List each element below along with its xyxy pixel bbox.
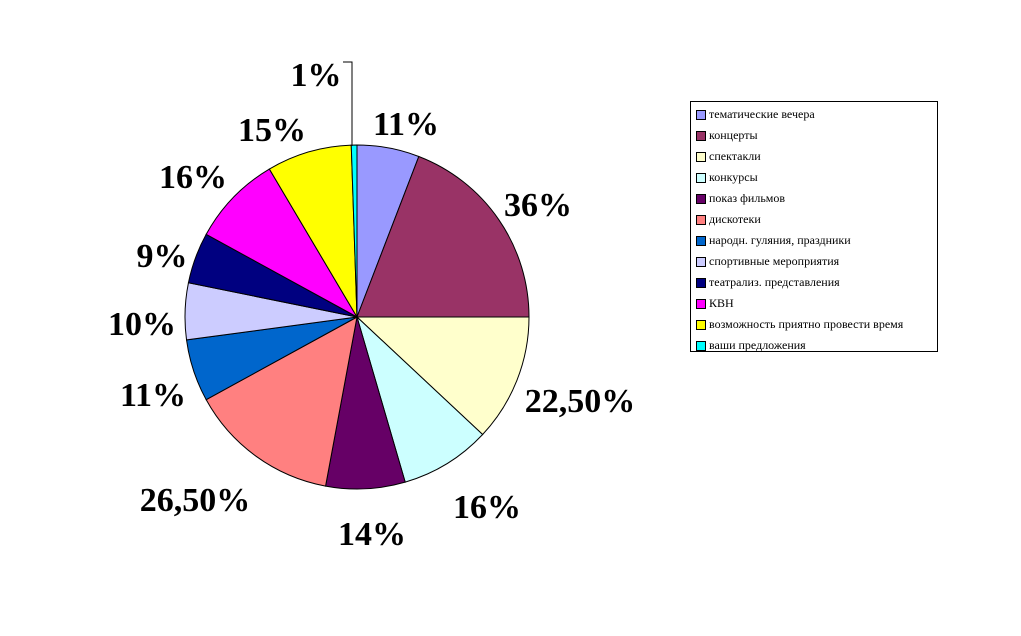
legend-swatch-8	[696, 256, 706, 267]
legend-swatch-3	[696, 151, 706, 162]
legend-swatch-5	[696, 193, 706, 204]
chart-legend: тематические вечера концерты спектакли конк…	[690, 101, 938, 352]
legend-label-2: концерты	[709, 128, 758, 142]
legend-label-3: спектакли	[709, 149, 761, 163]
legend-item-12: ваши предложения	[696, 335, 937, 356]
legend-swatch-2	[696, 130, 706, 141]
data-label-11: 15%	[238, 112, 306, 149]
legend-label-9: театрализ. представления	[709, 275, 840, 289]
legend-label-8: спортивные мероприятия	[709, 254, 840, 268]
legend-item-1: тематические вечера	[696, 104, 937, 125]
legend-label-11: возможность приятно провести время	[709, 317, 904, 331]
pie-slice-10	[205, 168, 359, 319]
data-label-3: 22,50%	[525, 383, 636, 420]
data-label-2: 36%	[504, 187, 572, 224]
data-label-7: 11%	[120, 377, 186, 414]
legend-item-3: спектакли	[696, 146, 937, 167]
legend-swatch-11	[696, 319, 706, 330]
legend-item-9: театрализ. представления	[696, 272, 937, 293]
pie-slices	[184, 144, 530, 490]
leader-line-vashi-predlozheniya	[343, 61, 353, 146]
data-label-4: 16%	[453, 489, 521, 526]
legend-swatch-4	[696, 172, 706, 183]
legend-label-1: тематические вечера	[709, 107, 815, 121]
legend-item-2: концерты	[696, 125, 937, 146]
legend-item-8: спортивные мероприятия	[696, 251, 937, 272]
pie-slice-4	[356, 315, 484, 483]
legend-item-7: народн. гуляния, праздники	[696, 230, 937, 251]
legend-label-12: ваши предложения	[709, 338, 806, 352]
pie-slice-6	[205, 316, 358, 487]
pie-data-labels: 11% 36% 22,50% 16% 14% 26,50% 11% 10% 9% 16% 15% 1%	[108, 57, 635, 553]
legend-item-10: КВН	[696, 293, 937, 314]
legend-label-6: дискотеки	[709, 212, 761, 226]
legend-swatch-10	[696, 298, 706, 309]
data-label-5: 14%	[338, 516, 406, 553]
legend-label-7: народн. гуляния, праздники	[709, 233, 851, 247]
legend-swatch-9	[696, 277, 706, 288]
legend-item-5: показ фильмов	[696, 188, 937, 209]
legend-label-4: конкурсы	[709, 170, 758, 184]
legend-swatch-1	[696, 109, 706, 120]
legend-swatch-7	[696, 235, 706, 246]
data-label-12: 1%	[291, 57, 342, 94]
legend-swatch-12	[696, 340, 706, 351]
data-label-6: 26,50%	[140, 482, 251, 519]
legend-item-4: конкурсы	[696, 167, 937, 188]
legend-label-10: КВН	[709, 296, 734, 310]
pie-slice-2	[356, 155, 530, 318]
legend-item-6: дискотеки	[696, 209, 937, 230]
data-label-1: 11%	[373, 106, 439, 143]
legend-item-11: возможность приятно провести время	[696, 314, 937, 335]
data-label-8: 10%	[108, 306, 176, 343]
legend-swatch-6	[696, 214, 706, 225]
data-label-10: 16%	[159, 159, 227, 196]
pie-slice-12	[350, 144, 358, 318]
pie-slice-3	[355, 316, 530, 436]
data-label-9: 9%	[137, 238, 188, 275]
legend-label-5: показ фильмов	[709, 191, 786, 205]
